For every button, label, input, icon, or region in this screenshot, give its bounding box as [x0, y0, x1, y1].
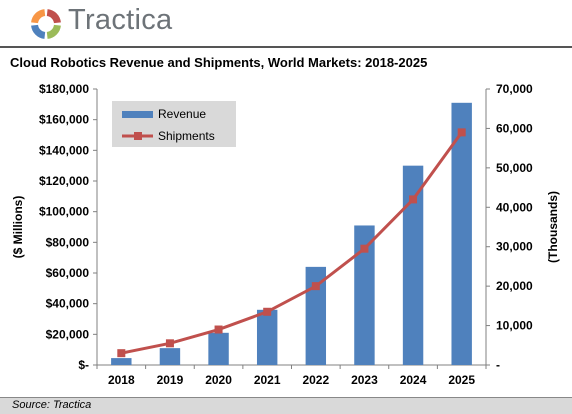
shipments-marker — [214, 325, 223, 334]
chart-axes: $- $20,000 $40,000 $60,000 $80,000 $100,000 $1… — [11, 82, 560, 387]
x-tick-label: 2019 — [157, 373, 184, 387]
y2-tick-label: - — [496, 358, 500, 372]
shipments-marker — [360, 244, 369, 253]
x-tick-label: 2023 — [351, 373, 378, 387]
x-tick-label: 2020 — [205, 373, 232, 387]
brand-name: Tractica — [68, 4, 173, 36]
x-tick-label: 2022 — [302, 373, 329, 387]
x-tick-label: 2025 — [448, 373, 475, 387]
y-tick-label: $- — [78, 358, 89, 372]
y-tick-label: $120,000 — [39, 174, 89, 188]
shipments-marker — [117, 349, 126, 358]
y-tick-label: $40,000 — [46, 297, 90, 311]
y2-tick-label: 10,000 — [496, 319, 533, 333]
shipments-marker — [457, 128, 466, 137]
shipments-marker — [263, 307, 272, 316]
y2-axis-title: (Thousands) — [546, 191, 560, 263]
y-tick-label: $180,000 — [39, 82, 89, 96]
chart-title: Cloud Robotics Revenue and Shipments, Wo… — [10, 55, 428, 70]
chart-area: $- $20,000 $40,000 $60,000 $80,000 $100,000 $1… — [0, 76, 572, 394]
y2-tick-label: 20,000 — [496, 279, 533, 293]
revenue-bar — [354, 225, 375, 365]
revenue-bar — [256, 309, 278, 365]
x-tick-label: 2018 — [108, 373, 135, 387]
y2-tick-label: 60,000 — [496, 121, 533, 135]
logo-segment — [46, 24, 61, 39]
y2-tick-label: 70,000 — [496, 82, 533, 96]
y-axis-title: ($ Millions) — [11, 196, 25, 259]
y-tick-label: $140,000 — [39, 143, 89, 157]
y2-tick-label: 40,000 — [496, 200, 533, 214]
shipments-polyline — [121, 131, 463, 355]
y2-tick-label: 30,000 — [496, 240, 533, 254]
shipments-marker — [409, 195, 418, 204]
y-tick-label: $80,000 — [46, 235, 90, 249]
legend-box — [112, 101, 236, 147]
logo-segment — [31, 9, 46, 24]
legend-revenue-label: Revenue — [158, 107, 206, 121]
revenue-bar — [159, 348, 181, 365]
header: Tractica — [0, 0, 572, 46]
revenue-bar — [402, 165, 424, 365]
title-bar: Cloud Robotics Revenue and Shipments, Wo… — [0, 46, 572, 76]
y-tick-label: $60,000 — [46, 266, 90, 280]
source-bar: Source: Tractica — [0, 397, 572, 414]
tractica-logo-icon — [31, 9, 61, 39]
y-tick-label: $160,000 — [39, 113, 89, 127]
revenue-bar — [305, 266, 327, 365]
chart-svg: $- $20,000 $40,000 $60,000 $80,000 $100,000 $1… — [11, 82, 560, 387]
revenue-bars — [111, 102, 472, 366]
revenue-bar — [111, 358, 132, 365]
source-label: Source: Tractica — [12, 399, 92, 411]
legend-shipments-marker — [134, 132, 142, 140]
logo-segment — [46, 9, 61, 24]
y2-tick-label: 50,000 — [496, 161, 533, 175]
legend-revenue-swatch — [122, 111, 153, 118]
revenue-bar — [208, 332, 229, 365]
revenue-bar — [451, 102, 472, 366]
y-tick-label: $100,000 — [39, 205, 89, 219]
logo-segment — [31, 24, 46, 39]
shipments-marker — [311, 282, 320, 291]
y-tick-label: $20,000 — [46, 327, 90, 341]
legend-shipments-label: Shipments — [158, 129, 215, 143]
shipments-line — [117, 128, 466, 358]
shipments-marker — [165, 339, 174, 348]
x-tick-label: 2021 — [254, 373, 281, 387]
legend: Revenue Shipments — [112, 101, 236, 147]
x-tick-label: 2024 — [400, 373, 427, 387]
